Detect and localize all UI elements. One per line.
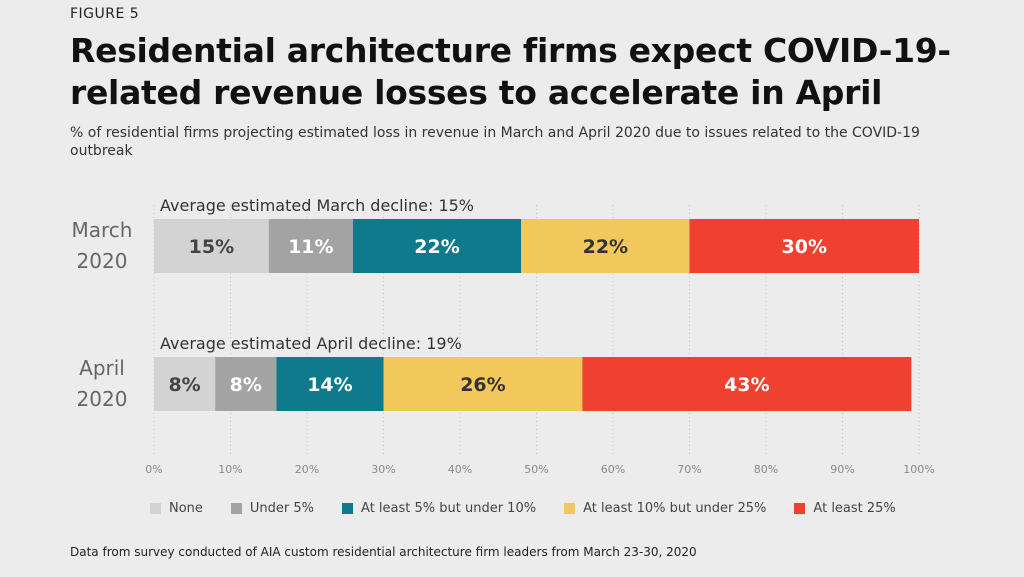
bar-segment bbox=[352, 219, 522, 273]
legend-swatch bbox=[564, 502, 576, 514]
x-tick-label: 40% bbox=[448, 463, 472, 476]
legend-item: Under 5% bbox=[230, 500, 315, 516]
category-label: 2020 bbox=[77, 387, 128, 411]
legend-item: At least 25% bbox=[794, 500, 896, 516]
legend-swatch bbox=[794, 502, 806, 514]
average-decline-annotation: Average estimated April decline: 19% bbox=[160, 334, 462, 353]
x-tick-label: 10% bbox=[218, 463, 242, 476]
bar-data-label: 22% bbox=[583, 236, 628, 258]
bar-data-label: 22% bbox=[414, 236, 459, 258]
category-label: March bbox=[72, 218, 133, 242]
x-tick-label: 20% bbox=[295, 463, 319, 476]
bar-data-label: 8% bbox=[230, 374, 262, 396]
bar-segment bbox=[276, 357, 384, 411]
bar-data-label: 11% bbox=[288, 236, 333, 258]
legend-label: At least 25% bbox=[813, 500, 896, 516]
legend-swatch bbox=[230, 502, 242, 514]
bar-data-label: 30% bbox=[782, 236, 827, 258]
bar-segment bbox=[689, 219, 919, 273]
category-label: 2020 bbox=[77, 249, 128, 273]
legend-swatch bbox=[342, 502, 354, 514]
x-tick-label: 70% bbox=[677, 463, 701, 476]
bar-data-label: 15% bbox=[189, 236, 234, 258]
x-tick-label: 30% bbox=[371, 463, 395, 476]
bar-data-label: 8% bbox=[168, 374, 200, 396]
legend-label: At least 5% but under 10% bbox=[361, 500, 537, 516]
bar-segment bbox=[383, 357, 583, 411]
legend-item: At least 5% but under 10% bbox=[342, 501, 536, 516]
legend-item: None bbox=[150, 501, 203, 516]
bar-segment bbox=[521, 219, 690, 273]
average-decline-annotation: Average estimated March decline: 15% bbox=[160, 196, 474, 215]
footnote: Data from survey conducted of AIA custom… bbox=[70, 545, 697, 559]
x-tick-label: 60% bbox=[601, 463, 625, 476]
bar-segment bbox=[582, 357, 912, 411]
legend-label: None bbox=[169, 500, 203, 516]
figure-label: FIGURE 5 bbox=[70, 6, 140, 22]
bar-data-label: 43% bbox=[724, 374, 769, 396]
chart-subtitle: % of residential firms projecting estima… bbox=[70, 125, 920, 159]
x-tick-label: 80% bbox=[754, 463, 778, 476]
bar-segment bbox=[154, 357, 216, 411]
bar-data-label: 14% bbox=[307, 374, 352, 396]
legend-label: At least 10% but under 25% bbox=[583, 500, 767, 516]
legend-label: Under 5% bbox=[249, 500, 315, 516]
bar-data-label: 26% bbox=[460, 374, 505, 396]
bar-segment bbox=[154, 219, 269, 273]
x-tick-label: 50% bbox=[524, 463, 548, 476]
legend-item: At least 10% but under 25% bbox=[564, 501, 766, 516]
x-tick-label: 100% bbox=[903, 463, 934, 476]
legend-swatch bbox=[150, 502, 161, 514]
chart-legend: None Under 5% At least 5% but under 10% At … bbox=[150, 500, 924, 516]
chart-title: Residential architecture firms expect CO… bbox=[70, 31, 951, 112]
x-tick-label: 90% bbox=[830, 463, 854, 476]
x-tick-label: 0% bbox=[145, 463, 162, 476]
bar-segment bbox=[268, 219, 353, 273]
bar-segment bbox=[215, 357, 277, 411]
category-label: April bbox=[79, 356, 125, 380]
